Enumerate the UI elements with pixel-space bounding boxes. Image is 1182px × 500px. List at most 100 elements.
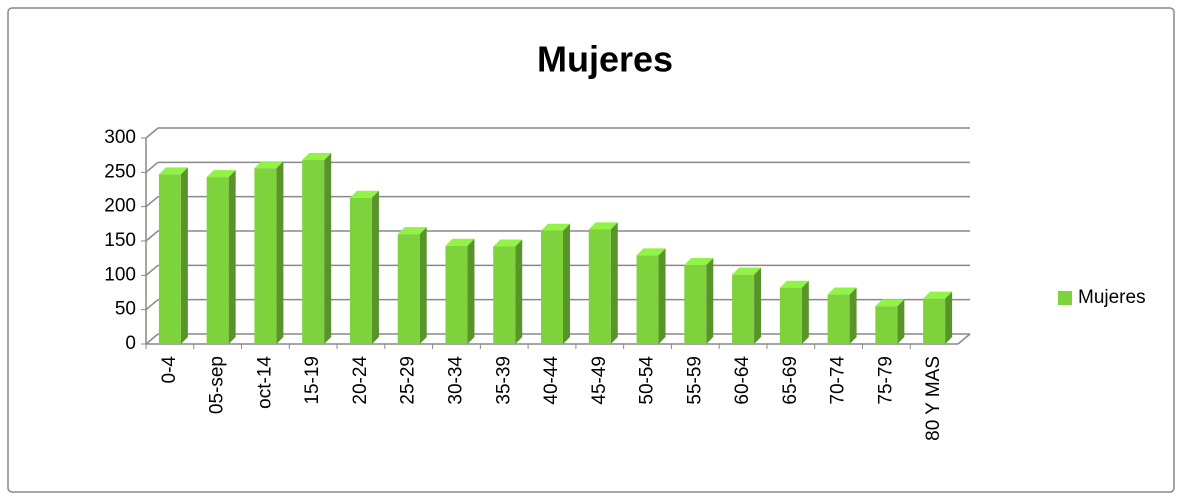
bar-side [610, 222, 618, 344]
x-tick-label: 20-24 [350, 356, 371, 405]
legend-label: Mujeres [1078, 287, 1146, 308]
x-tick-label: 25-29 [398, 356, 419, 405]
x-tick-label: 70-74 [828, 356, 849, 405]
bar-top [541, 223, 570, 231]
bar-front [254, 168, 277, 344]
grid-line-side [145, 161, 159, 173]
bar-top [158, 167, 188, 175]
x-tick-label: 80 Y MAS [923, 356, 944, 441]
bar-front [493, 246, 516, 344]
bar-front [397, 234, 420, 344]
bar [875, 299, 905, 344]
x-tick-label: 15-19 [302, 356, 323, 405]
x-tick-label: oct-14 [254, 356, 275, 409]
bar-side [515, 239, 523, 344]
bar [445, 238, 475, 344]
x-tick-label: 65-69 [780, 356, 801, 405]
bar-side [754, 267, 762, 344]
bar-side [801, 280, 809, 344]
bar [732, 267, 762, 344]
y-tick-label: 250 [104, 161, 136, 182]
x-tick-label: 55-59 [684, 356, 705, 405]
grid-line-side [145, 196, 159, 208]
bar-front [636, 255, 659, 344]
bar-top [588, 222, 618, 230]
bar-front [445, 245, 468, 344]
x-tick-label: 40-44 [541, 356, 562, 405]
bar-side [371, 190, 379, 344]
x-tick-label: 75-79 [875, 356, 896, 405]
bar-front [875, 306, 898, 344]
y-tick-label: 300 [104, 127, 136, 148]
bar-side [276, 161, 284, 344]
bar-side [897, 299, 905, 344]
grid-line-side [145, 333, 159, 345]
bar-top [684, 258, 714, 266]
bar-front [684, 265, 707, 344]
bar-side [706, 258, 714, 344]
bar-top [445, 238, 475, 246]
bar-top [636, 248, 666, 256]
floor-edge [957, 333, 971, 345]
bar [254, 161, 284, 344]
bar-top [397, 227, 427, 235]
bar-front [206, 177, 229, 344]
bar [397, 227, 427, 344]
bar [827, 287, 857, 344]
bar-front [349, 197, 372, 344]
bar [588, 222, 618, 344]
y-tick-label: 100 [104, 264, 136, 285]
bar-front [302, 159, 325, 344]
bar-top [827, 287, 857, 295]
bar [158, 167, 188, 344]
grid-line-side [145, 230, 159, 242]
x-tick-label: 30-34 [445, 356, 466, 405]
x-tick-label: 0-4 [159, 356, 180, 384]
x-tick-label: 50-54 [637, 356, 658, 405]
bar-side [563, 223, 570, 344]
y-tick-label: 200 [104, 196, 136, 217]
bar-top [254, 161, 284, 169]
bar-top [206, 170, 236, 178]
bar [302, 152, 332, 344]
bar-side [324, 152, 332, 344]
bar-top [875, 299, 905, 307]
bar-side [180, 167, 188, 344]
bar [349, 190, 379, 344]
bar-top [732, 267, 762, 275]
bar-front [827, 294, 850, 344]
y-tick-label: 50 [115, 299, 136, 320]
y-tick-label: 150 [104, 230, 136, 251]
bar-side [228, 170, 236, 344]
bar-top [779, 280, 809, 288]
x-tick-label: 60-64 [732, 356, 753, 405]
bar-front [158, 174, 181, 344]
bar [636, 248, 666, 344]
bar [923, 291, 953, 344]
bar-front [541, 230, 563, 344]
x-tick-label: 45-49 [589, 356, 610, 405]
bar-side [467, 238, 475, 344]
bar-side [419, 227, 427, 344]
bar [541, 223, 570, 344]
bar-front [588, 229, 611, 344]
x-tick-label: 05-sep [207, 356, 228, 414]
bar-top [302, 152, 332, 160]
bar [493, 239, 523, 344]
bar-side [658, 248, 666, 344]
bar [684, 258, 714, 344]
x-tick-label: 35-39 [493, 356, 514, 405]
bar-top [923, 291, 953, 299]
bar-top [493, 239, 523, 247]
grid-line-side [145, 264, 159, 276]
chart-title: Mujeres [537, 39, 673, 80]
legend-swatch [1058, 291, 1072, 305]
bar-side [849, 287, 857, 344]
bar [206, 170, 236, 344]
bar-top [349, 190, 379, 198]
y-tick-label: 0 [125, 333, 136, 354]
bar-side [945, 291, 953, 344]
grid-line-side [145, 127, 159, 139]
bar-front [779, 287, 802, 344]
